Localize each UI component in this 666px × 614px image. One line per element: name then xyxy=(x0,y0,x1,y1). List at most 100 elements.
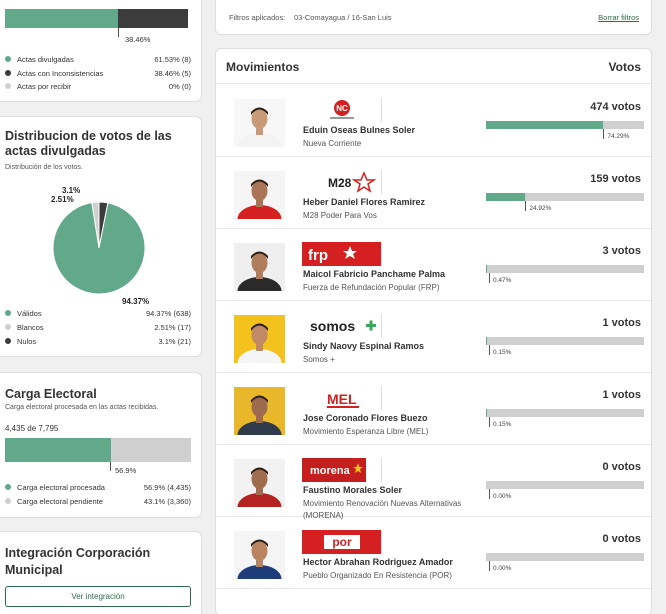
actas-card: 38.46% Actas divulgadas 61.53% (8) Actas… xyxy=(0,0,202,102)
candidate-photo xyxy=(234,99,285,147)
frp-logo: frp xyxy=(302,242,382,266)
legend-dot xyxy=(5,498,11,504)
carga-legend-procesada: Carga electoral procesada 56.9% (4,435) xyxy=(5,481,191,493)
dist-legend-nulos: Nulos 3.1% (21) xyxy=(5,335,191,347)
candidate-vote-bar xyxy=(486,265,644,273)
candidate-vote-fill xyxy=(486,337,487,345)
distribucion-subtitle: Distribución de los votos. xyxy=(5,164,83,171)
candidate-photo xyxy=(234,531,285,579)
candidate-name: Hector Abrahan Rodriguez Amador xyxy=(303,557,453,567)
candidate-percent: 0.47% xyxy=(493,277,512,284)
candidate-photo xyxy=(234,243,285,291)
dist-legend-validos: Válidos 94.37% (638) xyxy=(5,307,191,319)
candidate-row: frp Maicol Fabricio Panchame Palma Fuerza … xyxy=(216,229,651,301)
candidate-vote-bar xyxy=(486,481,644,489)
legend-label: Nulos xyxy=(17,336,37,346)
votes-pie-chart xyxy=(52,201,146,295)
candidate-photo xyxy=(234,171,285,219)
movimientos-header: Movimientos Votos xyxy=(216,49,651,84)
carga-count: 4,435 de 7,795 xyxy=(5,424,59,433)
integracion-card: Integración Corporación Municipal Ver in… xyxy=(0,531,202,614)
candidate-row: somos Sindy Naovy Espinal Ramos Somos + 1 v… xyxy=(216,301,651,373)
carga-title: Carga Electoral xyxy=(5,387,97,401)
legend-label: Válidos xyxy=(17,308,42,318)
candidate-votes: 474 votos xyxy=(590,101,641,113)
pie-label-validos: 94.37% xyxy=(122,297,150,306)
legend-dot xyxy=(5,310,11,316)
somos-logo: somos xyxy=(302,314,382,338)
candidate-photo xyxy=(234,315,285,363)
legend-value: 3.1% (21) xyxy=(158,336,191,346)
pie-label-blancos: 2.51% xyxy=(51,195,74,204)
candidate-name: Faustino Morales Soler xyxy=(303,485,403,495)
candidate-votes: 0 votos xyxy=(602,533,641,545)
integracion-title: Integración Corporación Municipal xyxy=(5,546,151,577)
candidate-bar-tick xyxy=(603,129,605,139)
candidate-votes: 159 votos xyxy=(590,173,641,185)
candidate-party: Fuerza de Refundación Popular (FRP) xyxy=(303,283,440,292)
dist-legend-blancos: Blancos 2.51% (17) xyxy=(5,321,191,333)
actas-legend-inconsistencias: Actas con Inconsistencias 38.46% (5) xyxy=(5,67,191,79)
candidate-row: M28 Heber Daniel Flores Ramirez M28 Poder … xyxy=(216,157,651,229)
candidate-bar-tick xyxy=(489,489,490,499)
candidate-name: Heber Daniel Flores Ramirez xyxy=(303,197,426,207)
candidate-row: por Hector Abrahan Rodriguez Amador Pueblo… xyxy=(216,517,651,589)
candidate-row: morena Faustino Morales Soler Movimiento R… xyxy=(216,445,651,520)
carga-procesada-fill xyxy=(5,438,111,462)
candidate-percent: 0.00% xyxy=(493,565,512,572)
por-logo: por xyxy=(302,530,382,554)
carga-percent-label: 56.9% xyxy=(115,466,137,475)
svg-text:frp: frp xyxy=(308,247,328,264)
candidate-bar-tick xyxy=(489,273,490,283)
legend-value: 2.51% (17) xyxy=(154,322,191,332)
candidate-vote-fill xyxy=(486,193,526,201)
m28-logo: M28 xyxy=(302,170,382,194)
pie-label-nulos: 3.1% xyxy=(62,186,81,195)
legend-value: 38.46% (5) xyxy=(154,68,191,78)
candidate-row: MEL Jose Coronado Flores Buezo Movimiento … xyxy=(216,373,651,445)
legend-value: 0% (0) xyxy=(168,81,191,91)
legend-dot xyxy=(5,338,11,344)
actas-percent-label: 38.46% xyxy=(125,35,151,44)
candidate-vote-bar xyxy=(486,409,644,417)
legend-value: 43.1% (3,360) xyxy=(143,496,191,506)
legend-value: 56.9% (4,435) xyxy=(143,482,191,492)
candidate-percent: 0.00% xyxy=(493,493,512,500)
actas-legend-divulgadas: Actas divulgadas 61.53% (8) xyxy=(5,53,191,65)
candidate-bar-tick xyxy=(489,345,490,355)
svg-text:somos: somos xyxy=(310,318,355,334)
candidate-vote-bar xyxy=(486,337,644,345)
svg-text:NC: NC xyxy=(336,104,348,113)
ver-integracion-button[interactable]: Ver integración xyxy=(5,586,191,607)
actas-legend-por-recibir: Actas por recibir 0% (0) xyxy=(5,80,191,92)
candidate-bar-tick xyxy=(525,201,527,211)
candidate-percent: 0.15% xyxy=(493,349,512,356)
legend-label: Actas por recibir xyxy=(17,81,72,91)
filters-value: 03-Comayagua / 16-San Luis xyxy=(294,13,392,22)
legend-label: Actas divulgadas xyxy=(17,54,74,64)
filters-label: Filtros aplicados: xyxy=(229,13,286,22)
candidate-votes: 1 votos xyxy=(602,389,641,401)
candidate-percent: 0.15% xyxy=(493,421,512,428)
candidate-votes: 1 votos xyxy=(602,317,641,329)
candidate-vote-bar xyxy=(486,121,644,129)
actas-bar-tick xyxy=(118,28,119,37)
mel-logo: MEL xyxy=(302,386,382,410)
clear-filters-link[interactable]: Borrar filtros xyxy=(598,13,639,22)
nueva-corriente-logo: NC xyxy=(302,98,382,122)
candidate-name: Jose Coronado Flores Buezo xyxy=(303,413,428,423)
candidate-bar-tick xyxy=(489,417,490,427)
candidate-party: M28 Poder Para Vos xyxy=(303,211,377,220)
morena-logo: morena xyxy=(302,458,382,482)
actas-progress-bar xyxy=(5,9,188,28)
candidate-photo xyxy=(234,387,285,435)
legend-dot xyxy=(5,83,11,89)
candidate-vote-bar xyxy=(486,193,644,201)
candidate-vote-fill xyxy=(486,265,487,273)
svg-text:por: por xyxy=(332,535,352,549)
legend-label: Actas con Inconsistencias xyxy=(17,68,104,78)
candidate-party: Somos + xyxy=(303,355,335,364)
legend-label: Carga electoral procesada xyxy=(17,482,105,492)
legend-value: 61.53% (8) xyxy=(154,54,191,64)
candidate-party: Pueblo Organizado En Resistencia (POR) xyxy=(303,571,452,580)
